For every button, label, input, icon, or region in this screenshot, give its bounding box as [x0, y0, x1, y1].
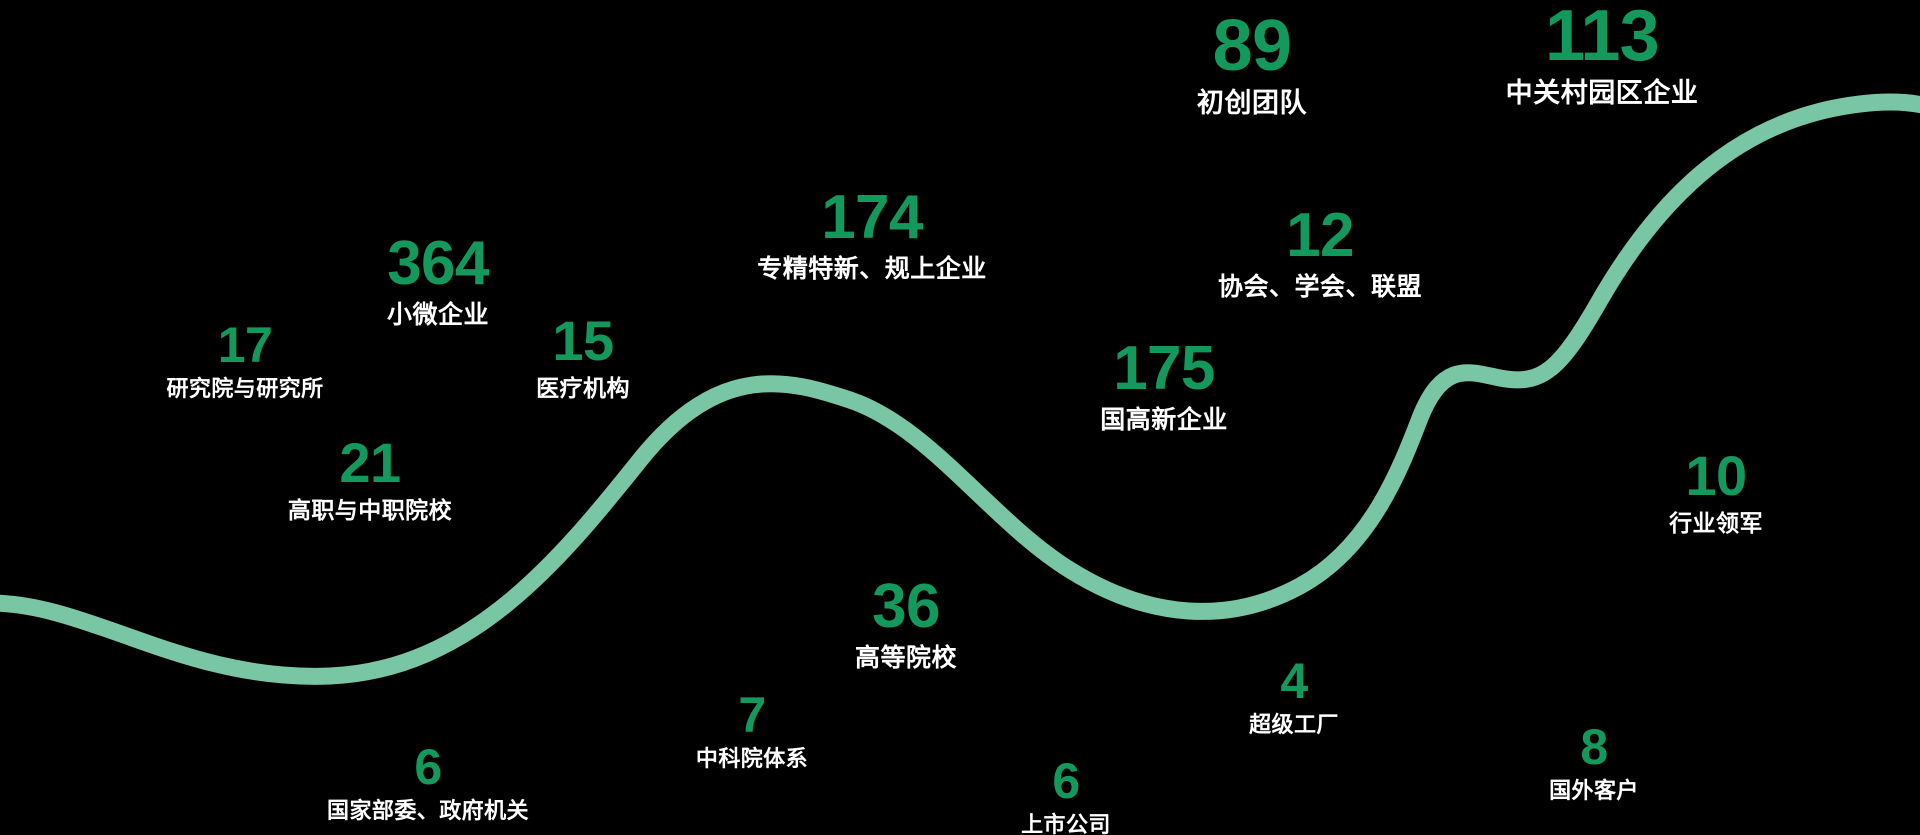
stat-value-listed-companies: 6	[1052, 753, 1080, 809]
stat-super-factory: 4 超级工厂	[1249, 656, 1339, 737]
stat-value-cas-system: 7	[738, 687, 766, 743]
stat-label-zgc-park-enterprises: 中关村园区企业	[1505, 78, 1699, 108]
stat-national-hi-tech: 175 国高新企业	[1100, 338, 1228, 435]
stat-label-listed-companies: 上市公司	[1021, 812, 1111, 835]
stat-value-foreign-customers: 8	[1580, 719, 1608, 775]
stat-higher-education: 36 高等院校	[855, 576, 957, 673]
stat-medical-institutions: 15 医疗机构	[536, 309, 630, 402]
stat-value-research-institutes: 17	[217, 317, 273, 373]
stat-label-national-hi-tech: 国高新企业	[1100, 406, 1228, 434]
stat-label-super-factory: 超级工厂	[1249, 712, 1339, 737]
stat-government-agencies: 6 国家部委、政府机关	[327, 742, 529, 823]
stat-label-specialized-sme: 专精特新、规上企业	[757, 255, 987, 283]
stat-value-super-factory: 4	[1280, 653, 1308, 709]
stat-label-medical-institutions: 医疗机构	[536, 375, 630, 401]
stat-label-research-institutes: 研究院与研究所	[166, 376, 324, 401]
stat-startup-teams: 89 初创团队	[1197, 10, 1307, 119]
stat-zgc-park-enterprises: 113 中关村园区企业	[1506, 0, 1699, 109]
stat-listed-companies: 6 上市公司	[1021, 756, 1111, 835]
stat-micro-enterprises: 364 小微企业	[387, 233, 489, 330]
stat-label-associations: 协会、学会、联盟	[1217, 273, 1423, 301]
stat-value-specialized-sme: 174	[821, 183, 923, 252]
stat-label-foreign-customers: 国外客户	[1549, 778, 1639, 803]
stat-value-micro-enterprises: 364	[387, 229, 489, 298]
stat-label-vocational-colleges: 高职与中职院校	[287, 497, 453, 523]
stat-value-startup-teams: 89	[1212, 6, 1292, 86]
stat-value-associations: 12	[1286, 201, 1354, 270]
stat-value-zgc-park-enterprises: 113	[1545, 0, 1660, 76]
stat-research-institutes: 17 研究院与研究所	[166, 320, 323, 401]
stat-value-government-agencies: 6	[414, 739, 442, 795]
stat-value-industry-leaders: 10	[1685, 444, 1747, 507]
stat-label-industry-leaders: 行业领军	[1669, 510, 1763, 536]
stat-value-vocational-colleges: 21	[339, 431, 401, 494]
stat-industry-leaders: 10 行业领军	[1669, 444, 1763, 537]
stat-value-higher-education: 36	[872, 572, 940, 641]
stat-specialized-sme: 174 专精特新、规上企业	[757, 187, 987, 284]
stat-foreign-customers: 8 国外客户	[1549, 722, 1639, 803]
stat-label-government-agencies: 国家部委、政府机关	[327, 798, 529, 823]
stat-vocational-colleges: 21 高职与中职院校	[287, 431, 453, 524]
stat-label-cas-system: 中科院体系	[695, 746, 809, 771]
stat-value-medical-institutions: 15	[552, 309, 614, 372]
stat-label-higher-education: 高等院校	[854, 644, 958, 672]
stat-associations: 12 协会、学会、联盟	[1218, 205, 1422, 302]
stat-cas-system: 7 中科院体系	[696, 690, 808, 771]
stat-label-startup-teams: 初创团队	[1196, 88, 1308, 118]
stat-value-national-hi-tech: 175	[1113, 334, 1215, 403]
stat-label-micro-enterprises: 小微企业	[386, 301, 490, 329]
